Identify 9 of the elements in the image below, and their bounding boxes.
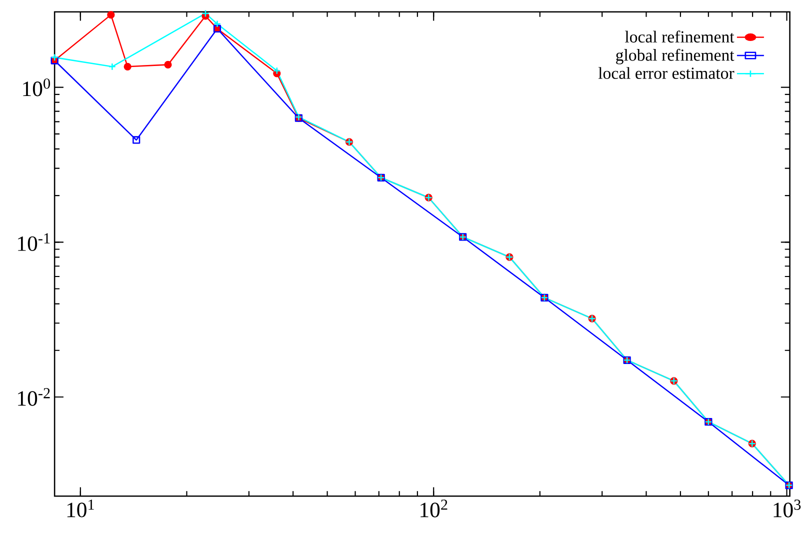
legend-label: global refinement xyxy=(616,48,734,64)
y-tick-label: 10$^{-1}$ xyxy=(18,233,50,252)
legend-label: local refinement xyxy=(625,30,734,43)
x-tick-label: 10$^{3}$ xyxy=(774,500,801,518)
x-tick-label: 10$^{1}$ xyxy=(67,500,94,518)
y-tick-label: 10$^{0}$ xyxy=(23,78,50,96)
x-tick-label: 10$^{2}$ xyxy=(420,500,448,518)
y-tick-label: 10$^{-2}$ xyxy=(18,388,50,406)
legend-label: local error estimator xyxy=(598,67,734,80)
